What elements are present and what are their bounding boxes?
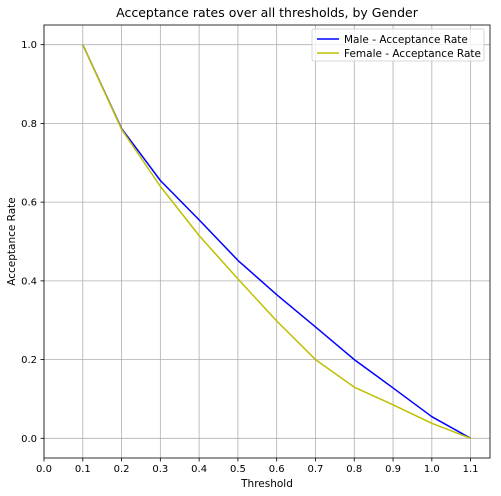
x-axis-label: Threshold	[240, 478, 293, 490]
x-tick-label: 0.1	[75, 464, 91, 475]
x-tick-label: 0.5	[230, 464, 246, 475]
series-line-1	[82, 44, 471, 440]
y-tick-label: 0.6	[21, 198, 37, 209]
plot-area-frame	[43, 24, 491, 459]
x-tick-label: 1.0	[424, 464, 440, 475]
x-tick-label: 0.4	[191, 464, 207, 475]
y-axis-label: Acceptance Rate	[6, 197, 18, 286]
legend-label: Male - Acceptance Rate	[344, 34, 468, 46]
x-tick-label: 0.8	[346, 464, 362, 475]
x-tick-label: 0.3	[152, 464, 168, 475]
x-tick-label: 1.1	[463, 464, 479, 475]
x-tick-label: 0.6	[269, 464, 285, 475]
y-tick-label: 0.0	[21, 434, 37, 445]
y-tick-label: 0.2	[21, 355, 37, 366]
y-axis: 0.0 0.2 0.4 0.6 0.8 1.0	[21, 40, 44, 445]
y-tick-label: 1.0	[21, 40, 37, 51]
series-lines	[82, 44, 471, 440]
legend-box	[311, 28, 485, 62]
x-axis: 0.0 0.1 0.2 0.3 0.4 0.5 0.6 0.7 0.8 0.9 1.0 1.1	[36, 458, 479, 475]
x-tick-label: 0.9	[385, 464, 401, 475]
x-tick-label: 0.7	[308, 464, 324, 475]
x-tick-label: 0.0	[36, 464, 52, 475]
grid	[43, 25, 490, 458]
y-tick-label: 0.4	[21, 276, 37, 287]
legend: Male - Acceptance Rate Female - Acceptanc…	[311, 28, 485, 62]
legend-label: Female - Acceptance Rate	[344, 48, 481, 60]
chart-title: Acceptance rates over all thresholds, by…	[116, 5, 419, 20]
series-line-0	[82, 44, 471, 439]
x-tick-label: 0.2	[114, 464, 130, 475]
y-tick-label: 0.8	[21, 119, 37, 130]
